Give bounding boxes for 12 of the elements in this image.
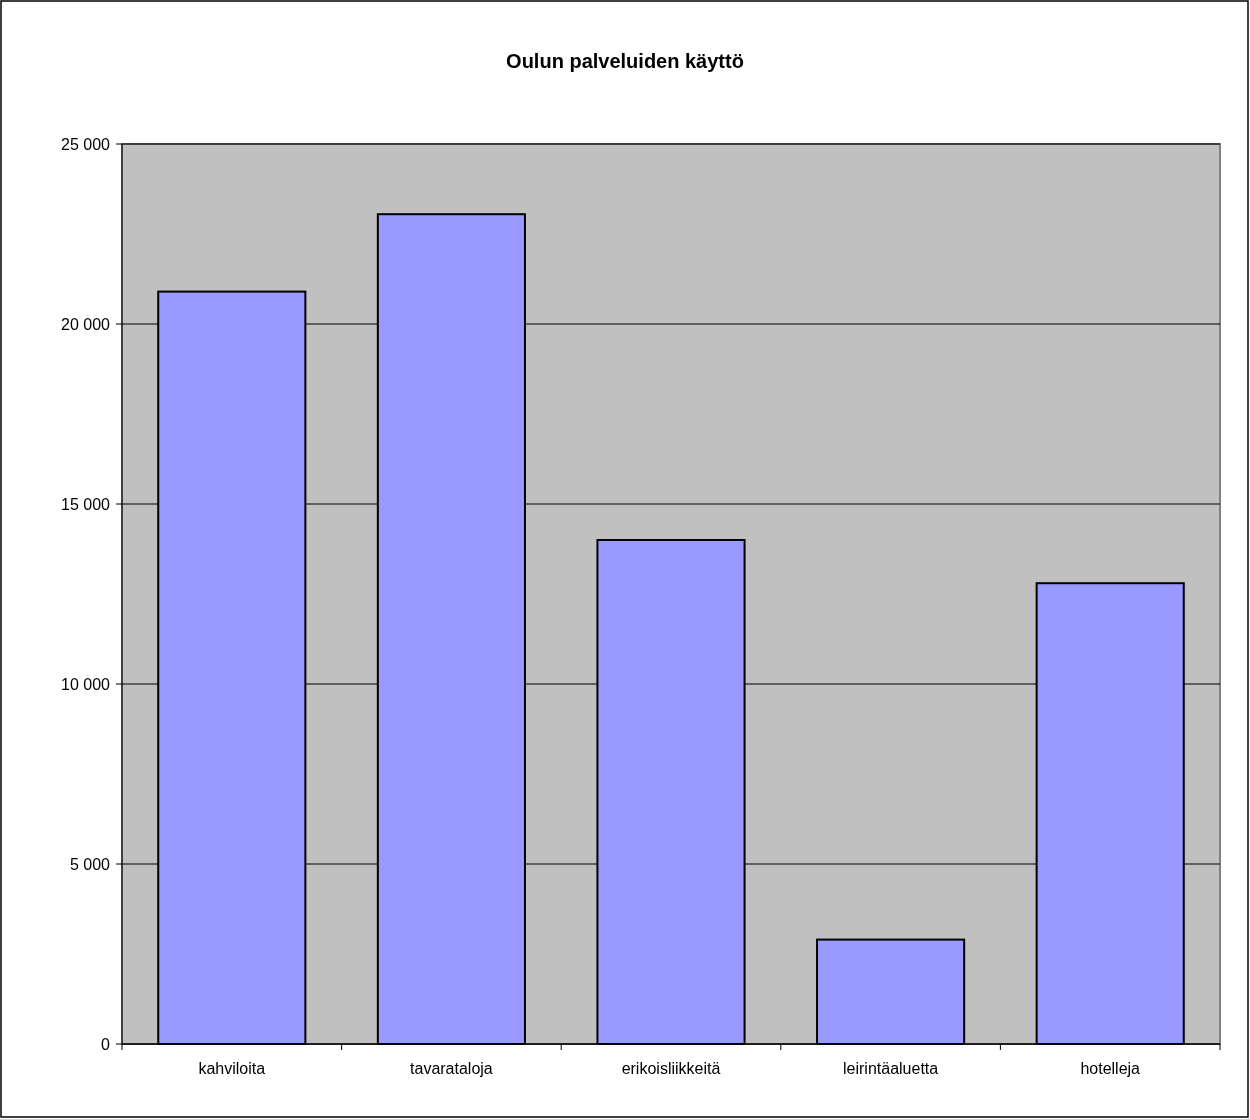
- y-tick-label: 15 000: [61, 495, 111, 513]
- x-tick-label: hotelleja: [1080, 1060, 1141, 1077]
- y-tick-label: 20 000: [61, 315, 111, 333]
- x-tick-label: erikoisliikkeitä: [621, 1060, 721, 1077]
- y-tick-label: 0: [101, 1035, 111, 1053]
- x-tick-label: tavarataloja: [410, 1060, 493, 1077]
- y-tick-label: 25 000: [61, 135, 111, 153]
- x-tick-label: kahviloita: [198, 1060, 266, 1077]
- y-tick-label: 5 000: [69, 855, 111, 873]
- chart-title: Oulun palveluiden käyttö: [506, 50, 744, 72]
- y-tick-label: 10 000: [61, 675, 111, 693]
- x-tick-label: leirintäaluetta: [843, 1060, 939, 1077]
